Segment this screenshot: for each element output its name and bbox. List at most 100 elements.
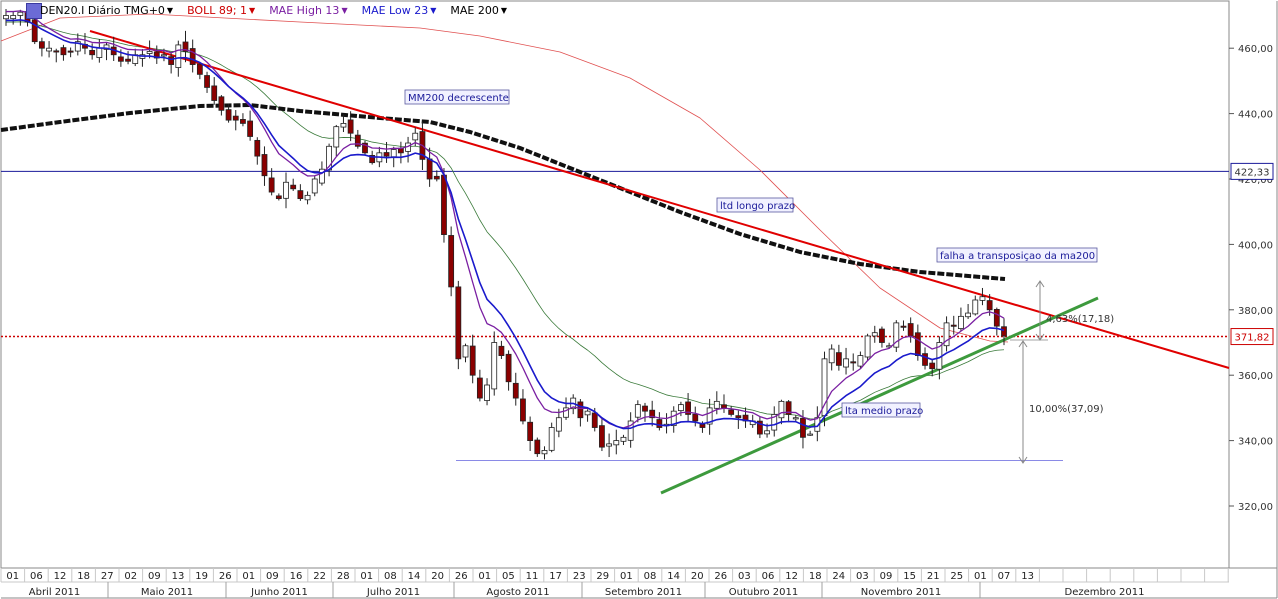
candlestick[interactable] <box>455 280 462 370</box>
candlestick[interactable] <box>433 170 440 182</box>
candlestick[interactable] <box>879 326 885 348</box>
candlestick[interactable] <box>491 331 498 396</box>
candlestick[interactable] <box>893 320 900 353</box>
candlestick[interactable] <box>828 344 835 371</box>
candlestick[interactable] <box>211 77 218 105</box>
candlestick[interactable] <box>972 295 979 316</box>
candlestick[interactable] <box>498 340 505 360</box>
legend-mae-low[interactable]: MAE Low 23 ▼ <box>362 4 437 17</box>
candlestick[interactable] <box>290 178 297 191</box>
candlestick[interactable] <box>555 408 562 438</box>
legend-mae-high[interactable]: MAE High 13 ▼ <box>269 4 347 17</box>
candlestick[interactable] <box>584 409 591 422</box>
candlestick[interactable] <box>534 437 541 457</box>
candlestick[interactable] <box>311 176 318 197</box>
legend-symbol[interactable]: DEN20.I Diário TMG+0 ▼ <box>26 4 173 17</box>
legend-boll[interactable]: BOLL 89; 1 ▼ <box>187 4 255 17</box>
candlestick[interactable] <box>778 399 785 425</box>
candlestick[interactable] <box>577 399 584 427</box>
candlestick[interactable] <box>728 405 735 417</box>
candlestick[interactable] <box>613 429 620 455</box>
candlestick[interactable] <box>527 416 534 452</box>
candlestick[interactable] <box>17 9 24 26</box>
candlestick[interactable] <box>993 307 1000 336</box>
candlestick[interactable] <box>261 146 268 186</box>
candlestick[interactable] <box>756 416 763 439</box>
candlestick[interactable] <box>196 62 203 80</box>
legend-mae-200[interactable]: MAE 200 ▼ <box>450 4 507 17</box>
candlestick[interactable] <box>548 422 555 453</box>
candlestick[interactable] <box>125 51 131 65</box>
candlestick[interactable] <box>247 110 254 141</box>
candlestick[interactable] <box>512 372 519 406</box>
candlestick[interactable] <box>656 412 663 431</box>
candlestick[interactable] <box>168 52 175 74</box>
candlestick[interactable] <box>943 316 950 352</box>
candlestick[interactable] <box>297 184 304 201</box>
candlestick[interactable] <box>620 434 627 446</box>
candlestick[interactable] <box>685 393 691 422</box>
candlestick[interactable] <box>225 103 232 123</box>
candlestick[interactable] <box>218 95 225 116</box>
candlestick[interactable] <box>268 168 275 196</box>
candlestick[interactable] <box>340 114 347 133</box>
candlestick[interactable] <box>706 398 713 435</box>
candlestick[interactable] <box>606 433 613 458</box>
candlestick[interactable] <box>785 400 792 423</box>
candlestick[interactable] <box>240 113 246 127</box>
candlestick[interactable] <box>283 172 289 209</box>
candlestick[interactable] <box>642 402 648 422</box>
candlestick[interactable] <box>634 400 641 423</box>
candlestick[interactable] <box>864 333 871 362</box>
candlestick[interactable] <box>807 430 814 436</box>
candlestick[interactable] <box>469 334 476 384</box>
candlestick[interactable] <box>713 391 720 415</box>
candlestick[interactable] <box>46 41 52 58</box>
candlestick[interactable] <box>60 44 67 61</box>
candlestick[interactable] <box>462 343 469 363</box>
candlestick[interactable] <box>254 137 261 165</box>
candlestick[interactable] <box>505 350 512 391</box>
candlestick[interactable] <box>74 33 81 56</box>
candlestick[interactable] <box>89 43 96 60</box>
candlestick[interactable] <box>354 129 361 149</box>
candlestick[interactable] <box>850 353 857 371</box>
chevron-down-icon[interactable]: ▼ <box>341 5 348 15</box>
candlestick[interactable] <box>541 446 548 460</box>
candlestick[interactable] <box>692 406 699 427</box>
candlestick[interactable] <box>476 369 483 402</box>
candlestick[interactable] <box>53 48 60 63</box>
candlestick[interactable] <box>448 226 455 297</box>
candlestick[interactable] <box>965 304 972 320</box>
candlestick[interactable] <box>857 351 864 369</box>
candlestick[interactable] <box>189 39 196 73</box>
candlestick[interactable] <box>362 140 368 156</box>
candlestick[interactable] <box>599 419 605 452</box>
candlestick[interactable] <box>1001 318 1007 346</box>
candlestick[interactable] <box>958 307 964 332</box>
candlestick[interactable] <box>520 389 526 425</box>
candlestick[interactable] <box>275 193 282 201</box>
candlestick[interactable] <box>10 11 17 25</box>
chevron-down-icon[interactable]: ▼ <box>500 5 507 15</box>
candlestick[interactable] <box>922 347 928 370</box>
candlestick[interactable] <box>979 287 986 306</box>
candlestick[interactable] <box>649 400 656 427</box>
candlestick[interactable] <box>843 347 849 375</box>
candlestick[interactable] <box>835 344 842 371</box>
chevron-down-icon[interactable]: ▼ <box>249 5 256 15</box>
chevron-down-icon[interactable]: ▼ <box>430 5 437 15</box>
candlestick[interactable] <box>38 37 45 57</box>
candlestick[interactable] <box>563 397 569 420</box>
candlestick[interactable] <box>67 47 74 58</box>
candlestick[interactable] <box>333 124 340 157</box>
candlestick[interactable] <box>204 71 210 93</box>
candlestick[interactable] <box>232 110 239 131</box>
candlestick[interactable] <box>103 42 110 61</box>
candlestick[interactable] <box>670 406 677 433</box>
candlestick[interactable] <box>627 412 634 448</box>
candlestick[interactable] <box>153 45 160 64</box>
candlestick[interactable] <box>771 406 778 437</box>
candlestick[interactable] <box>871 325 878 343</box>
